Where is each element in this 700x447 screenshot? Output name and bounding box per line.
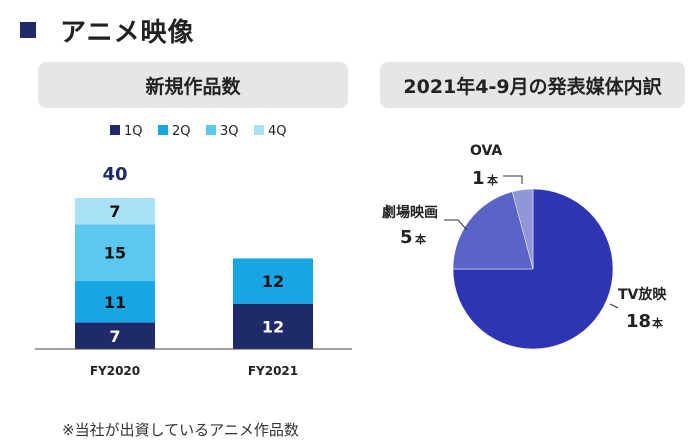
title-bullet — [20, 22, 36, 38]
category-label-FY2021: FY2021 — [248, 364, 298, 378]
pie-slice-劇場映画 — [452, 191, 534, 270]
data-label-FY2021-1Q: 12 — [262, 317, 284, 336]
leader-line-TV放映 — [609, 303, 619, 309]
pie-label-count-劇場映画: 5 — [400, 227, 413, 248]
bar-FY2020-2Q — [75, 281, 155, 323]
data-label-FY2020-1Q: 7 — [109, 327, 120, 346]
total-label-FY2020: 40 — [102, 164, 127, 185]
pie-slice-OVA — [511, 188, 534, 270]
page-title: アニメ映像 — [60, 18, 195, 48]
data-label-FY2021-2Q: 12 — [262, 272, 284, 291]
leader-line-OVA — [503, 175, 523, 184]
pie-label-name-劇場映画: 劇場映画 — [382, 204, 438, 221]
bar-FY2020-4Q — [75, 198, 155, 225]
footnote: ※当社が出資しているアニメ作品数 — [62, 421, 299, 439]
pie-label-unit-TV放映: 本 — [652, 316, 663, 330]
pie-label-count-OVA: 1 — [472, 168, 485, 189]
legend-label-3Q: 3Q — [220, 124, 239, 139]
legend-swatch-2Q — [158, 125, 168, 135]
pie-label-unit-劇場映画: 本 — [415, 232, 426, 246]
bar-FY2020-1Q — [75, 322, 155, 349]
legend-label-4Q: 4Q — [268, 124, 287, 139]
category-label-FY2020: FY2020 — [90, 364, 140, 378]
legend-label-2Q: 2Q — [172, 124, 191, 139]
data-label-FY2020-4Q: 7 — [109, 202, 120, 221]
bar-chart-title: 新規作品数 — [38, 62, 348, 108]
bar-FY2021-1Q — [233, 303, 313, 349]
pie-label-count-TV放映: 18 — [626, 311, 651, 332]
pie-label-name-TV放映: TV放映 — [618, 286, 667, 303]
pie-label-unit-OVA: 本 — [487, 173, 498, 187]
bar-FY2020-3Q — [75, 224, 155, 282]
data-label-FY2020-2Q: 11 — [104, 293, 126, 312]
pie-label-name-OVA: OVA — [470, 143, 502, 159]
data-label-FY2020-3Q: 15 — [104, 244, 126, 263]
leader-line-劇場映画 — [444, 219, 468, 231]
legend-label-1Q: 1Q — [124, 124, 143, 139]
legend-swatch-1Q — [110, 125, 120, 135]
legend-swatch-4Q — [254, 125, 264, 135]
legend-swatch-3Q — [206, 125, 216, 135]
bar-FY2021-2Q — [233, 258, 313, 304]
pie-chart-title: 2021年4-9月の発表媒体内訳 — [380, 62, 685, 108]
